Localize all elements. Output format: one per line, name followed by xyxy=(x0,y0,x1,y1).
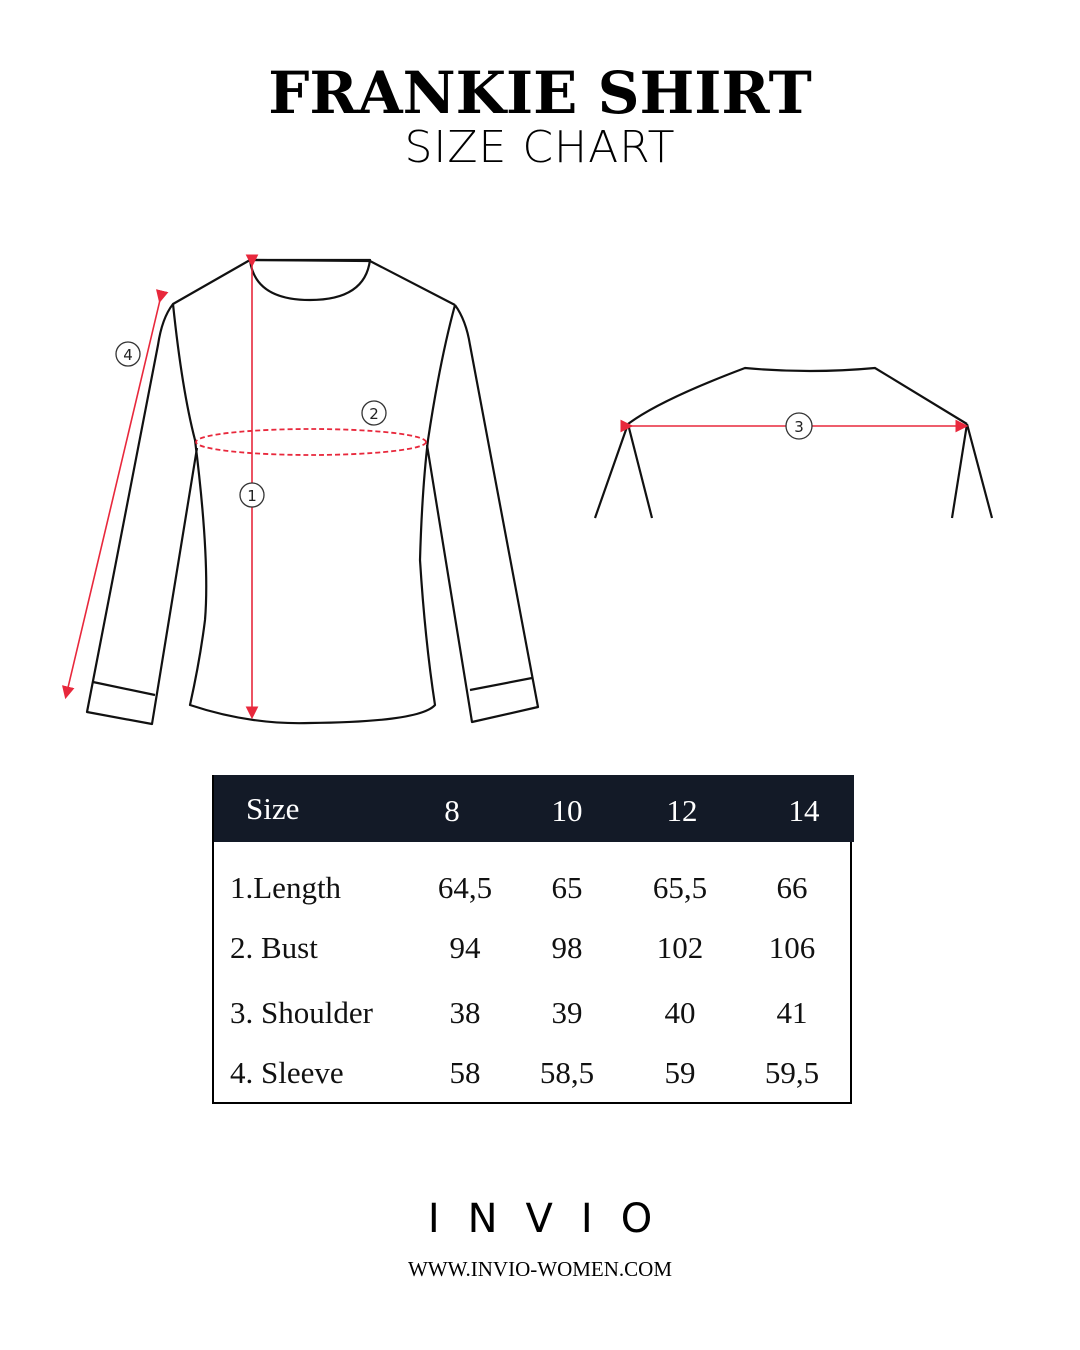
header-12: 12 xyxy=(666,793,698,828)
row-value: 39 xyxy=(551,995,583,1030)
row-value: 64,5 xyxy=(437,870,493,905)
row-value: 94 xyxy=(449,930,481,965)
row-label: 1.Length xyxy=(230,870,342,905)
header-size: Size xyxy=(246,791,300,826)
row-value: 102 xyxy=(656,930,704,965)
website-url: WWW.INVIO-WOMEN.COM xyxy=(407,1257,672,1281)
row-value: 98 xyxy=(551,930,583,965)
sleeve-measure: 4 xyxy=(61,289,169,700)
row-value: 38 xyxy=(449,995,481,1030)
marker-4: 4 xyxy=(123,346,133,364)
header-14: 14 xyxy=(788,793,820,828)
table-header: Size 8 10 12 14 xyxy=(214,775,854,842)
product-title: FRANKIE SHIRT xyxy=(268,59,812,127)
row-label: 3. Shoulder xyxy=(230,995,373,1030)
header-10: 10 xyxy=(551,793,583,828)
row-label: 4. Sleeve xyxy=(230,1055,344,1090)
row-value: 106 xyxy=(768,930,816,965)
brand-logo: INVIO xyxy=(427,1196,681,1242)
row-value: 65 xyxy=(551,870,583,905)
row-value: 58 xyxy=(449,1055,481,1090)
row-label: 2. Bust xyxy=(230,930,318,965)
row-value: 59 xyxy=(664,1055,696,1090)
row-value: 66 xyxy=(776,870,808,905)
header-8: 8 xyxy=(444,793,460,828)
marker-3: 3 xyxy=(794,418,804,436)
row-value: 59,5 xyxy=(764,1055,820,1090)
marker-2: 2 xyxy=(369,405,379,423)
page-subtitle: SIZE CHART xyxy=(404,122,676,173)
row-value: 40 xyxy=(664,995,696,1030)
bust-measure: 2 xyxy=(195,400,427,456)
shoulder-measure: 3 xyxy=(620,412,969,440)
row-value: 65,5 xyxy=(652,870,708,905)
marker-1: 1 xyxy=(247,487,257,505)
size-table: Size 8 10 12 14 1.Length 64,5 65 65,5 66 2. B… xyxy=(212,775,854,1104)
row-value: 41 xyxy=(776,995,808,1030)
row-value: 58,5 xyxy=(539,1055,595,1090)
length-measure: 1 xyxy=(239,254,265,720)
shirt-front-outline xyxy=(85,258,540,726)
shoulder-outline xyxy=(593,366,994,519)
measurement-diagram: 1 2 4 3 xyxy=(61,254,994,726)
